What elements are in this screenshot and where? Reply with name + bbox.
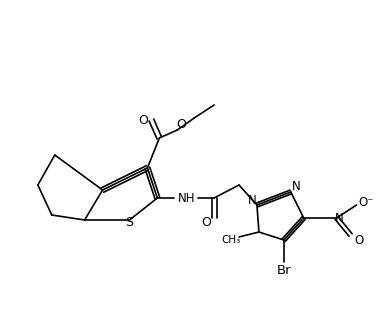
Text: N: N xyxy=(335,211,344,224)
Text: NH: NH xyxy=(177,192,195,205)
Text: O: O xyxy=(138,113,149,126)
Text: O: O xyxy=(176,118,186,131)
Text: O⁻: O⁻ xyxy=(359,197,374,210)
Text: O: O xyxy=(354,233,363,246)
Text: CH₃: CH₃ xyxy=(221,235,241,245)
Text: O: O xyxy=(201,216,211,229)
Text: S: S xyxy=(126,215,133,228)
Text: Br: Br xyxy=(276,264,291,277)
Text: N: N xyxy=(247,193,256,206)
Text: N: N xyxy=(291,180,300,193)
